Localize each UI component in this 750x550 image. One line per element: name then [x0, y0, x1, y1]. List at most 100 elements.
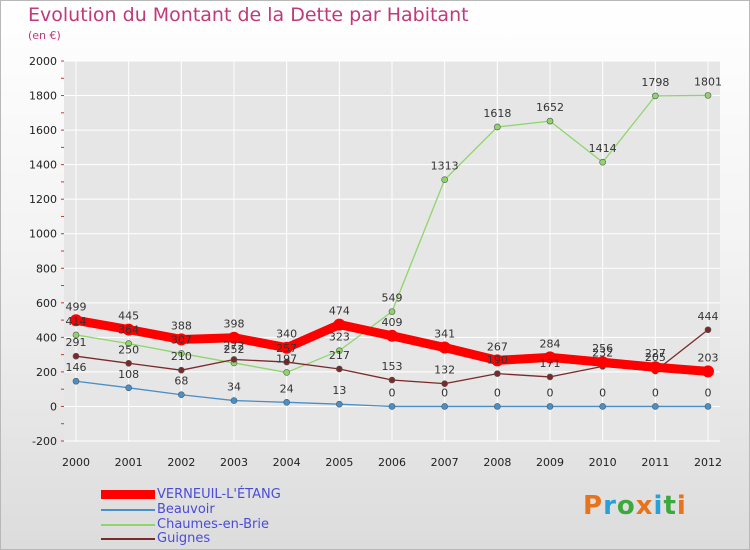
data-point [704, 326, 712, 334]
x-tick-label: 2007 [431, 456, 459, 469]
data-label: 323 [329, 331, 350, 344]
data-point [283, 369, 290, 376]
logo-letter: i [653, 491, 664, 521]
data-label: 205 [645, 351, 666, 364]
x-tick-label: 2008 [483, 456, 511, 469]
x-tick-label: 2003 [220, 456, 248, 469]
data-label: 250 [118, 343, 139, 356]
data-point [283, 399, 290, 406]
data-point [438, 341, 451, 354]
legend-swatch [101, 537, 155, 540]
data-point [333, 318, 346, 331]
legend-item: Beauvoir [101, 503, 215, 516]
legend-item: Chaumes-en-Brie [101, 518, 269, 531]
data-point [494, 403, 501, 410]
y-tick-label: 400 [36, 331, 57, 344]
data-point [230, 397, 238, 404]
data-point [175, 333, 188, 346]
data-point [441, 403, 448, 410]
y-tick-label: 1400 [29, 159, 57, 172]
data-label: 24 [280, 382, 294, 395]
data-label: 171 [540, 357, 561, 370]
data-point [230, 356, 238, 363]
data-point [386, 329, 398, 342]
data-point [336, 347, 343, 354]
data-point [704, 403, 712, 410]
data-label: 0 [599, 386, 606, 399]
y-tick-label: 1800 [29, 90, 57, 103]
y-tick-label: 1200 [29, 193, 57, 206]
data-label: 307 [171, 333, 192, 346]
data-label: 341 [434, 328, 455, 341]
data-label: 364 [118, 324, 139, 337]
data-point [388, 308, 396, 315]
data-label: 1414 [589, 142, 617, 155]
data-point [72, 377, 80, 385]
logo-letter: r [603, 491, 617, 521]
data-label: 474 [329, 305, 350, 318]
data-label: 1798 [641, 76, 669, 89]
data-point [441, 176, 448, 183]
data-point [544, 351, 556, 364]
data-label: 284 [540, 337, 561, 350]
data-label: 68 [174, 375, 188, 388]
data-label: 267 [487, 340, 508, 353]
data-label: 409 [382, 316, 403, 329]
data-label: 340 [276, 328, 297, 341]
data-point [546, 403, 554, 410]
data-point [652, 92, 659, 100]
y-tick-label: 600 [36, 297, 57, 310]
y-tick-label: 0 [50, 400, 57, 413]
data-label: 0 [389, 386, 396, 399]
data-label: 256 [592, 342, 613, 355]
y-tick-label: 1600 [29, 124, 57, 137]
data-point [494, 370, 501, 377]
x-tick-label: 2009 [536, 456, 564, 469]
x-tick-label: 2010 [589, 456, 617, 469]
data-label: 0 [547, 386, 554, 399]
chart-title: Evolution du Montant de la Dette par Hab… [28, 4, 469, 26]
data-point [125, 384, 132, 392]
data-point [178, 366, 185, 374]
data-label: 1801 [694, 75, 722, 88]
data-label: 227 [645, 347, 666, 360]
data-label: 0 [494, 386, 501, 399]
data-point [388, 376, 396, 384]
data-point [702, 365, 714, 378]
data-point [388, 403, 396, 410]
data-point [178, 391, 185, 399]
x-tick-label: 2006 [378, 456, 406, 469]
data-label: 217 [329, 349, 350, 362]
legend-swatch [101, 523, 155, 526]
legend-label: VERNEUIL-L'ÉTANG [157, 487, 281, 502]
legend-item: Guignes [101, 532, 210, 545]
logo-letter: o [616, 491, 636, 521]
data-label: 444 [698, 310, 719, 323]
y-tick-label: 800 [36, 262, 57, 275]
x-tick-label: 2000 [62, 456, 90, 469]
y-tick-label: 200 [36, 366, 57, 379]
data-label: 232 [592, 346, 613, 359]
x-tick-label: 2011 [641, 456, 669, 469]
data-point [441, 380, 448, 387]
legend-label: Guignes [157, 531, 211, 546]
data-label: 132 [434, 364, 455, 377]
logo-letter: i [676, 491, 687, 521]
data-point [280, 341, 293, 354]
data-point [649, 361, 662, 374]
data-point [228, 331, 240, 344]
data-label: 1618 [483, 107, 511, 120]
data-point [125, 340, 132, 347]
data-point [652, 403, 659, 410]
legend-label: Beauvoir [157, 502, 215, 517]
x-tick-label: 2001 [115, 456, 143, 469]
x-tick-label: 2002 [167, 456, 195, 469]
data-label: 1652 [536, 101, 564, 114]
data-label: 108 [118, 368, 139, 381]
logo-letter: x [635, 491, 654, 521]
logo-letter: t [663, 491, 677, 521]
data-label: 197 [276, 352, 297, 365]
data-point [70, 314, 82, 327]
data-label: 190 [487, 354, 508, 367]
